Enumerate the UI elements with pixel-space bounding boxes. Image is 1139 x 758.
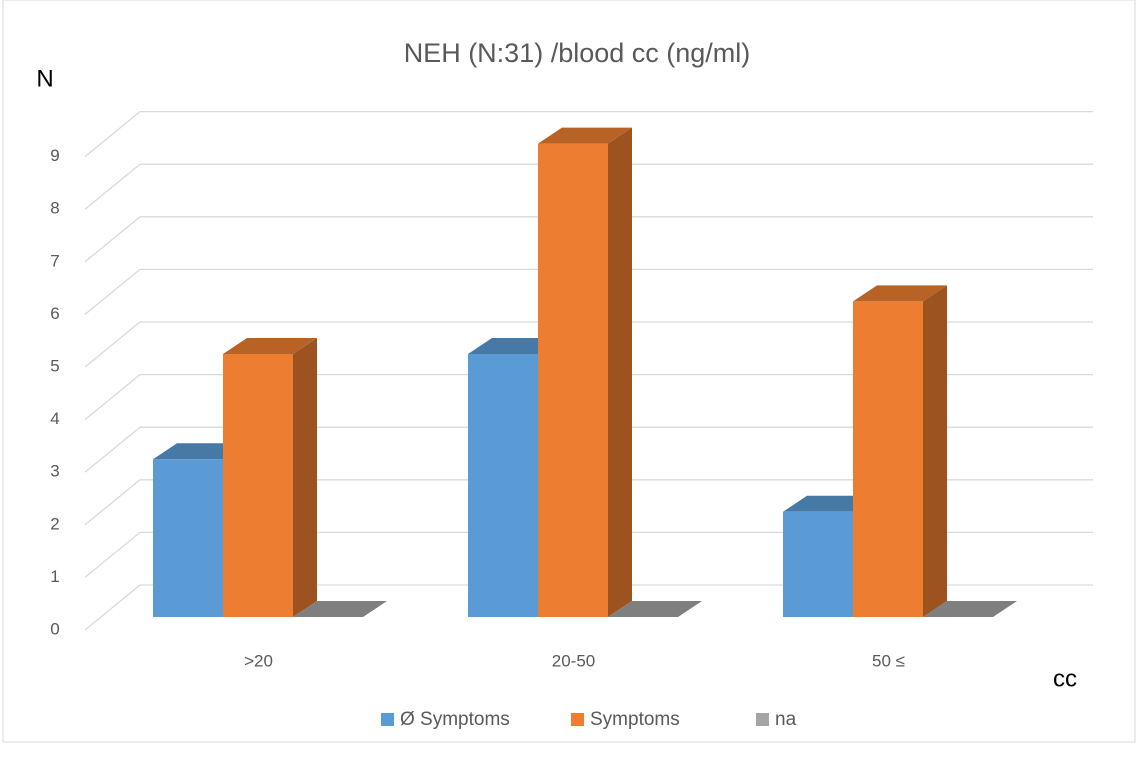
y-tick-label: 3 <box>50 462 59 481</box>
bar-front <box>538 143 608 617</box>
bar-top <box>223 338 317 354</box>
bar-front <box>468 354 538 617</box>
bar-top <box>923 601 1017 617</box>
legend-label: Symptoms <box>590 709 680 730</box>
y-tick-label: 0 <box>50 619 59 638</box>
y-tick-label: 4 <box>50 409 59 428</box>
legend-label: Ø Symptoms <box>400 709 510 730</box>
legend-swatch <box>381 713 394 726</box>
y-tick-label: 9 <box>50 146 59 165</box>
legend-swatch <box>756 713 769 726</box>
x-tick-label: >20 <box>244 651 273 670</box>
bar-front <box>223 354 293 617</box>
legend-swatch <box>571 713 584 726</box>
grid-line-side <box>84 479 141 526</box>
x-tick-label: 20-50 <box>552 651 595 670</box>
y-tick-label: 8 <box>50 199 59 218</box>
chart-title: NEH (N:31) /blood cc (ng/ml) <box>404 38 751 68</box>
bar-top <box>853 285 947 302</box>
grid-line-side <box>84 584 141 631</box>
bar-top <box>293 601 387 617</box>
grid-line-side <box>84 216 141 263</box>
y-tick-label: 1 <box>50 567 59 586</box>
grid-line-side <box>84 268 141 315</box>
y-tick-label: 7 <box>50 251 59 270</box>
legend-label: na <box>775 709 797 730</box>
bar <box>293 601 387 617</box>
bar-side <box>923 285 947 617</box>
bar <box>608 601 702 617</box>
bar-top <box>538 127 632 144</box>
bar-front <box>153 459 223 617</box>
bar <box>538 127 632 617</box>
y-tick-label: 6 <box>50 304 59 323</box>
bar <box>853 285 947 617</box>
x-axis-label: cc <box>1053 665 1077 692</box>
x-tick-label: 50 ≤ <box>872 651 905 670</box>
bar-front <box>783 511 853 617</box>
grid-line-side <box>84 163 141 210</box>
grid-line-side <box>84 374 141 421</box>
bar-front <box>853 301 923 617</box>
grid-line-side <box>84 531 141 578</box>
grid-line-side <box>84 111 141 158</box>
bar-side <box>608 127 632 617</box>
y-axis-label: N <box>36 65 53 92</box>
bar <box>923 601 1017 617</box>
grid-line-side <box>84 321 141 368</box>
y-tick-label: 5 <box>50 356 59 375</box>
y-tick-label: 2 <box>50 514 59 533</box>
bar-top <box>608 601 702 617</box>
grid-line-side <box>84 426 141 473</box>
bar <box>223 338 317 617</box>
bar-side <box>293 338 317 617</box>
